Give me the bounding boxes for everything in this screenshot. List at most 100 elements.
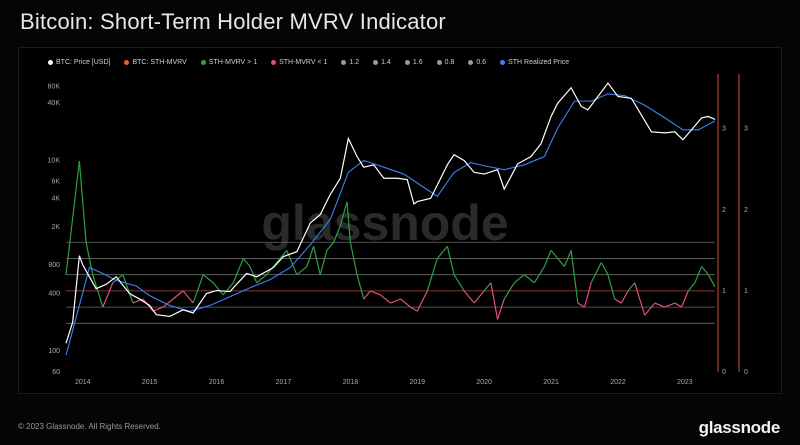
sth-mvrv-segment [620,290,629,304]
legend-label: BTC: Price [USD] [56,59,111,66]
x-tick-label: 2018 [343,379,359,386]
y-right-tick-label: 3 [722,126,726,133]
y-tick-label: 60K [48,83,61,90]
x-tick-label: 2014 [75,379,91,386]
sth-mvrv-segment [363,290,371,300]
sth-mvrv-segment [473,290,485,304]
sth-mvrv-segment [674,302,682,308]
y-right-tick-label: 2 [744,207,748,214]
sth-mvrv-segment [390,298,401,304]
sth-mvrv-segment [570,250,579,304]
sth-mvrv-segment [212,282,224,296]
sth-mvrv-segment [85,242,94,275]
sth-mvrv-segment [490,282,499,320]
legend-label: BTC: STH-MVRV [132,59,187,66]
sth-mvrv-segment [172,290,184,300]
x-tick-label: 2015 [142,379,158,386]
sth-mvrv-segment [644,302,656,316]
y-tick-label: 800 [48,262,60,269]
sth-mvrv-segment [356,274,365,300]
sth-mvrv-segment [590,262,602,284]
legend-item[interactable]: STH-MVRV < 1 [271,59,327,66]
legend-item[interactable]: STH Realized Price [500,59,569,66]
x-tick-label: 2020 [476,379,492,386]
x-tick-label: 2023 [677,379,693,386]
legend-swatch [404,60,410,65]
sth-mvrv-segment [694,266,703,284]
legend-item[interactable]: 0.8 [436,59,455,66]
y-tick-label: 4K [51,195,60,202]
sth-mvrv-segment [232,258,244,284]
sth-mvrv-segment [122,274,134,304]
sth-mvrv-segment [483,282,492,292]
sth-mvrv-segment [557,258,565,267]
sth-mvrv-segment [242,258,251,267]
legend-item[interactable]: BTC: Price [USD] [48,59,110,66]
x-tick-label: 2017 [276,379,292,386]
sth-mvrv-segment [249,266,258,284]
y-tick-label: 60 [52,369,60,376]
sth-mvrv-segment [92,274,104,308]
sth-mvrv-segment [410,306,418,312]
sth-mvrv-segment [162,298,174,308]
sth-mvrv-segment [426,258,438,292]
sth-mvrv-segment [701,266,709,276]
sth-mvrv-segment [664,302,676,308]
x-tick-label: 2022 [610,379,626,386]
sth-mvrv-segment [436,245,448,259]
sth-mvrv-segment [416,290,428,312]
legend-item[interactable]: 1.6 [404,59,423,66]
sth-mvrv-segment [306,246,315,267]
sth-mvrv-segment [707,274,716,288]
sth-mvrv-segment [222,282,234,296]
sth-mvrv-segment [583,282,592,308]
sth-mvrv-segment [453,274,465,292]
x-tick-label: 2021 [543,379,559,386]
legend-swatch [48,60,53,65]
legend-item[interactable]: 1.4 [373,59,391,66]
sth-mvrv-segment [256,274,268,284]
legend-item[interactable]: BTC: STH-MVRV [124,59,187,66]
legend-item[interactable]: 1.2 [341,59,359,66]
legend-label: 1.4 [381,59,391,66]
sth-mvrv-segment [339,201,348,227]
sth-mvrv-segment [296,266,308,276]
sth-mvrv-segment [463,290,475,304]
legend-label: 0.8 [444,59,455,66]
legend-swatch [436,60,442,65]
sth-mvrv-segment [614,298,622,304]
sth-mvrv-segment [523,274,535,284]
y-tick-label: 40K [48,100,61,107]
legend-label: STH-MVRV < 1 [279,59,328,66]
legend-label: 1.6 [412,59,423,66]
sth-mvrv-segment [102,282,114,308]
legend-item[interactable]: 0.6 [468,59,486,66]
sth-mvrv-segment [627,282,636,292]
legend-swatch [341,60,347,65]
btc-price-line [65,82,716,344]
y-tick-label: 400 [48,291,60,298]
legend-swatch [373,60,379,65]
y-tick-label: 10K [48,157,61,164]
sth-mvrv-segment [326,241,335,251]
legend-label: STH Realized Price [508,59,570,66]
sth-mvrv-segment [346,201,351,243]
sth-mvrv-segment [654,302,666,308]
sth-mvrv-segment [563,250,572,267]
sth-mvrv-segment [276,249,288,263]
copyright-footer: © 2023 Glassnode. All Rights Reserved. [18,422,161,431]
legend-swatch [468,60,474,65]
legend-item[interactable]: STH-MVRV > 1 [200,59,257,66]
chart-panel [18,47,782,394]
sth-mvrv-segment [533,266,545,284]
legend-label: 0.6 [476,59,487,66]
sth-mvrv-segment [349,242,358,275]
legend-swatch [124,60,130,65]
y-right-tick-label: 0 [744,369,748,376]
y-tick-label: 2K [51,224,60,231]
sth-mvrv-segment [319,250,328,275]
sth-mvrv-segment [446,246,455,275]
legend-swatch [500,60,506,65]
sth-mvrv-segment [370,290,381,296]
